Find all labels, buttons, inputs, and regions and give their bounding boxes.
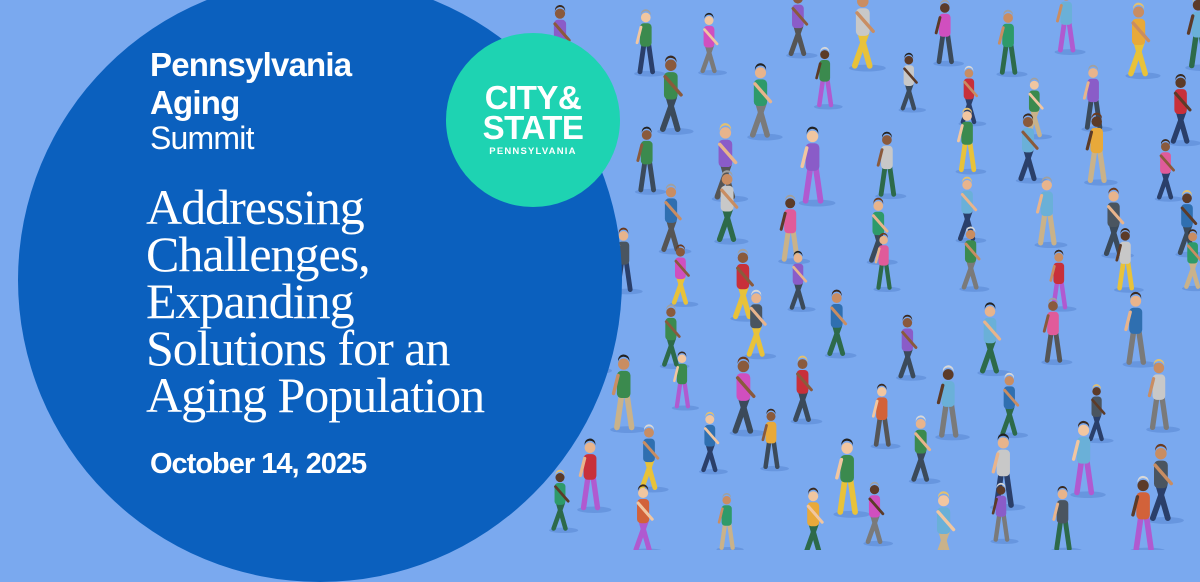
person-figure	[798, 126, 836, 207]
person-figure	[870, 383, 901, 450]
person-figure	[790, 355, 823, 425]
person-figure	[896, 314, 927, 381]
person-figure	[786, 0, 818, 59]
person-figure	[1034, 176, 1068, 249]
person-figure	[998, 372, 1029, 439]
logo-line1: CITY&	[484, 79, 582, 116]
person-figure	[849, 0, 886, 72]
person-figure	[633, 484, 662, 550]
person-figure	[698, 12, 727, 76]
person-figure	[873, 232, 901, 292]
person-figure	[936, 491, 956, 550]
person-figure	[730, 248, 764, 322]
person-figure	[955, 107, 987, 175]
person-figure	[729, 356, 767, 437]
person-figure	[908, 415, 941, 485]
person-figure	[1185, 0, 1200, 71]
event-date: October 14, 2025	[150, 448, 367, 480]
person-figure	[1015, 113, 1049, 184]
person-figure	[1070, 420, 1106, 499]
person-figure	[760, 408, 789, 472]
person-figure	[1125, 2, 1161, 80]
person-figure	[634, 126, 667, 195]
person-figure	[863, 481, 894, 547]
person-figure	[1154, 139, 1184, 202]
person-figure	[933, 0, 964, 67]
person-figure	[714, 170, 749, 245]
person-figure	[833, 438, 870, 518]
city-and-state-logo: CITY& STATE PENNSYLVANIA	[446, 33, 620, 207]
person-figure	[1086, 384, 1114, 444]
person-figure	[577, 438, 612, 513]
person-figure	[1041, 297, 1073, 366]
person-figure	[1181, 229, 1200, 292]
person-figure	[1146, 359, 1181, 433]
person-figure	[935, 365, 970, 441]
person-figure	[1130, 475, 1165, 550]
person-figure	[813, 46, 843, 110]
event-name-line3: Summit	[150, 120, 254, 156]
person-figure	[658, 183, 692, 255]
person-figure	[1114, 228, 1144, 293]
person-figure	[787, 250, 816, 312]
person-figure	[634, 9, 666, 77]
person-figure	[1051, 486, 1082, 550]
person-figure	[1054, 0, 1086, 55]
person-figure	[824, 289, 857, 359]
person-figure	[996, 9, 1028, 78]
person-figure	[804, 487, 824, 550]
person-figure	[959, 226, 990, 292]
person-figure	[990, 482, 1019, 544]
headline-line: Challenges,	[146, 226, 371, 282]
person-figure	[744, 289, 777, 360]
person-figure	[699, 411, 728, 475]
person-figure	[1147, 443, 1184, 524]
event-name-line1: Pennsylvania	[150, 46, 352, 83]
person-figure	[716, 492, 744, 550]
headline-line: Expanding	[146, 273, 355, 329]
person-figure	[669, 244, 699, 307]
person-figure	[1168, 73, 1200, 147]
person-figure	[1081, 64, 1113, 133]
logo-line3: PENNSYLVANIA	[489, 146, 577, 157]
person-figure	[610, 354, 647, 434]
person-figure	[657, 55, 694, 135]
person-figure	[1084, 112, 1118, 186]
person-figure	[977, 302, 1012, 377]
headline-line: Addressing	[146, 179, 365, 235]
person-figure	[549, 469, 579, 534]
person-figure	[875, 131, 907, 200]
person-figure	[898, 52, 926, 113]
headline-line: Aging Population	[146, 367, 485, 423]
headline: Addressing Challenges, Expanding Solutio…	[146, 179, 485, 423]
logo-line2: STATE	[482, 109, 584, 146]
headline-line: Solutions for an	[146, 320, 450, 376]
event-name-line2: Aging	[150, 84, 240, 121]
person-figure	[671, 351, 699, 411]
person-figure	[637, 424, 669, 493]
person-figure	[747, 63, 783, 141]
person-figure	[1122, 291, 1158, 368]
